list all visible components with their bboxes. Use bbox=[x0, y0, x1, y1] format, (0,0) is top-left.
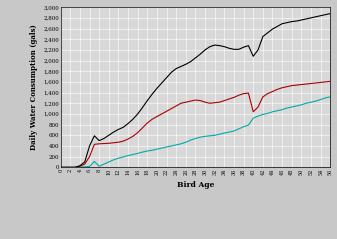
Total bbox=[242, 46, 246, 49]
Total bbox=[131, 118, 135, 121]
Inlet end bbox=[246, 92, 250, 95]
Inlet end bbox=[73, 166, 77, 169]
Total bbox=[246, 44, 250, 47]
Inlet end bbox=[174, 104, 178, 107]
Total bbox=[68, 166, 72, 169]
Fan end bbox=[68, 166, 72, 169]
Total bbox=[174, 67, 178, 70]
Line: Inlet end: Inlet end bbox=[61, 81, 330, 167]
Fan end bbox=[73, 166, 77, 169]
Inlet end bbox=[242, 92, 246, 95]
Legend: Fan end, Inlet end, Total: Fan end, Inlet end, Total bbox=[132, 238, 259, 239]
Fan end bbox=[59, 166, 63, 169]
Line: Total: Total bbox=[61, 14, 330, 167]
Fan end bbox=[328, 95, 332, 98]
Total bbox=[328, 12, 332, 15]
Fan end bbox=[242, 125, 246, 128]
X-axis label: Bird Age: Bird Age bbox=[177, 181, 214, 189]
Inlet end bbox=[328, 80, 332, 83]
Inlet end bbox=[59, 166, 63, 169]
Fan end bbox=[246, 124, 250, 127]
Line: Fan end: Fan end bbox=[61, 97, 330, 167]
Total bbox=[59, 166, 63, 169]
Inlet end bbox=[131, 135, 135, 138]
Fan end bbox=[131, 153, 135, 156]
Y-axis label: Daily Water Consumption (gals): Daily Water Consumption (gals) bbox=[30, 24, 38, 150]
Total bbox=[73, 166, 77, 169]
Inlet end bbox=[68, 166, 72, 169]
Fan end bbox=[174, 143, 178, 146]
